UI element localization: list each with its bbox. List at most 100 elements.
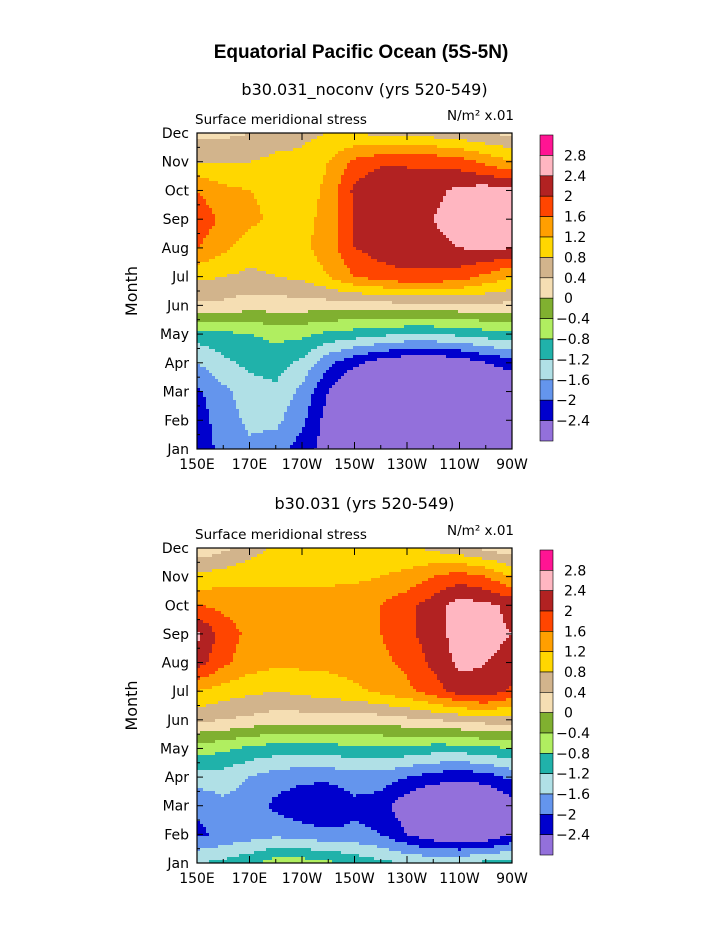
field-cell [458,187,462,191]
field-cell [407,166,411,170]
field-cell [506,238,510,242]
field-cell [341,205,345,209]
field-cell [386,235,390,239]
field-cell [410,163,414,167]
field-cell [356,154,360,158]
field-cell [323,214,327,218]
field-cell [314,178,318,182]
field-cell [296,136,300,140]
field-cell [362,193,366,197]
field-cell [392,256,396,260]
field-cell [506,145,510,149]
field-cell [413,202,417,206]
field-cell [380,217,384,221]
field-cell [506,163,510,167]
field-cell [491,145,495,149]
field-cell [278,205,282,209]
field-cell [239,175,243,179]
field-cell [290,148,294,152]
field-cell [413,229,417,233]
field-cell [317,160,321,164]
field-cell [314,247,318,251]
field-cell [494,148,498,152]
field-cell [338,202,342,206]
field-cell [293,172,297,176]
field-cell [401,145,405,149]
field-cell [281,151,285,155]
field-cell [491,187,495,191]
field-cell [407,184,411,188]
field-cell [446,163,450,167]
field-cell [236,202,240,206]
field-cell [326,145,330,149]
field-cell [449,226,453,230]
field-cell [206,139,210,143]
field-cell [242,160,246,164]
field-cell [272,172,276,176]
field-cell [431,160,435,164]
field-cell [473,232,477,236]
field-cell [290,175,294,179]
field-cell [389,208,393,212]
field-cell [323,157,327,161]
field-cell [293,202,297,206]
field-cell [371,175,375,179]
field-cell [509,184,513,188]
field-cell [452,190,456,194]
field-cell [317,214,321,218]
field-cell [314,184,318,188]
field-cell [377,220,381,224]
field-cell [344,139,348,143]
field-cell [209,151,213,155]
field-cell [197,202,201,206]
field-cell [203,202,207,206]
field-cell [275,232,279,236]
field-cell [344,181,348,185]
field-cell [215,139,219,143]
field-cell [224,259,228,263]
field-cell [503,199,507,203]
field-cell [233,175,237,179]
field-cell [212,136,216,140]
field-cell [473,160,477,164]
field-cell [200,166,204,170]
field-cell [404,205,408,209]
field-cell [509,211,513,215]
field-cell [230,148,234,152]
field-cell [200,145,204,149]
field-cell [494,157,498,161]
field-cell [461,265,465,269]
field-cell [356,199,360,203]
field-cell [488,193,492,197]
field-cell [362,211,366,215]
field-cell [263,211,267,215]
field-cell [374,184,378,188]
field-cell [413,178,417,182]
field-cell [467,259,471,263]
field-cell [461,166,465,170]
field-cell [353,223,357,227]
field-cell [338,181,342,185]
field-cell [269,247,273,251]
field-cell [380,256,384,260]
field-cell [260,133,264,137]
field-cell [269,166,273,170]
field-cell [380,250,384,254]
field-cell [368,238,372,242]
field-cell [305,157,309,161]
field-cell [395,163,399,167]
field-cell [413,259,417,263]
field-cell [227,139,231,143]
field-cell [437,220,441,224]
field-cell [245,262,249,266]
field-cell [359,172,363,176]
field-cell [320,241,324,245]
field-cell [320,208,324,212]
field-cell [365,268,369,272]
field-cell [320,139,324,143]
field-cell [299,235,303,239]
field-cell [437,256,441,260]
field-cell [455,184,459,188]
field-cell [245,175,249,179]
field-cell [248,154,252,158]
